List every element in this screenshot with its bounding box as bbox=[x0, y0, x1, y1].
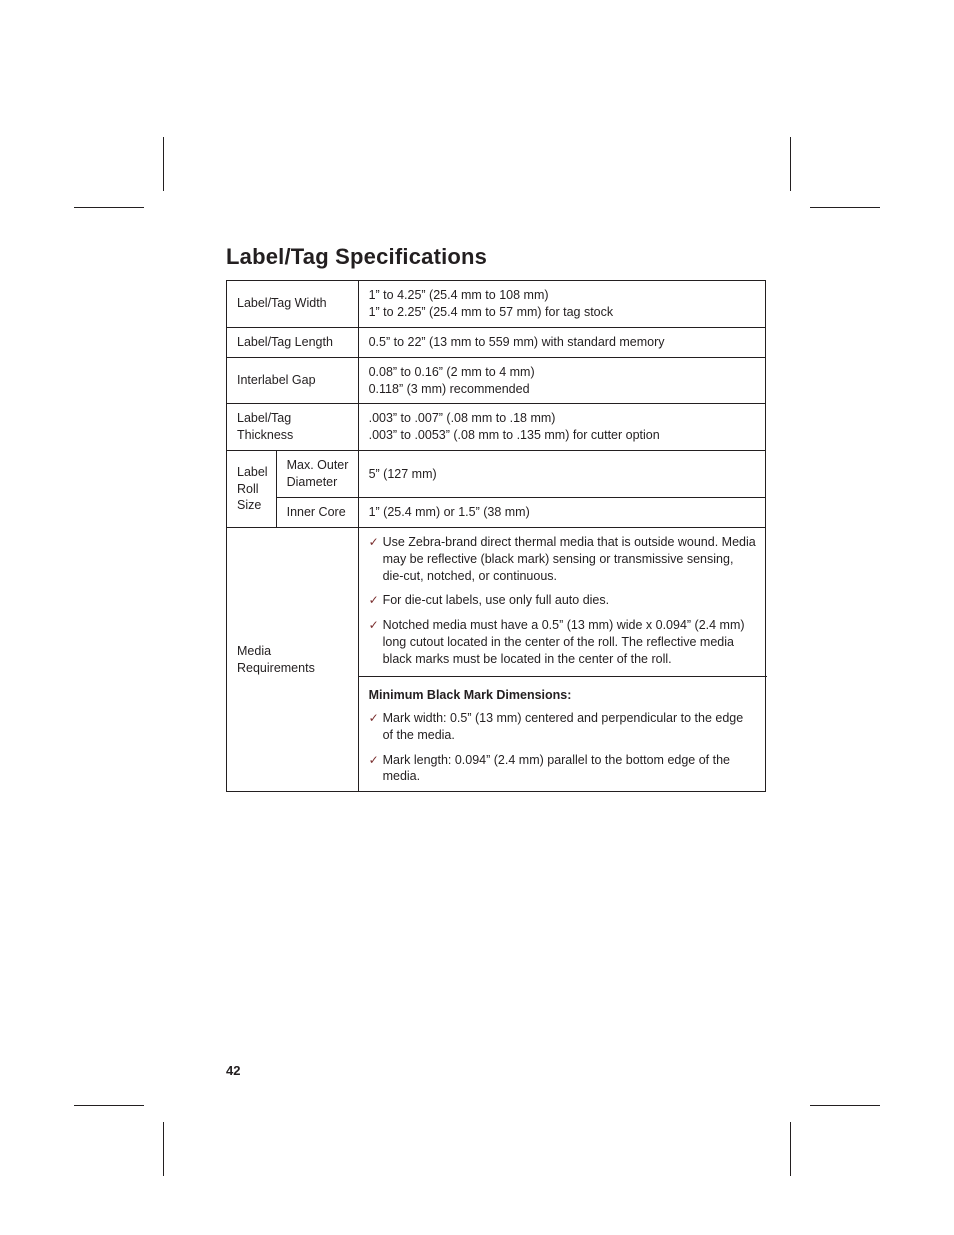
check-item: ✓Use Zebra-brand direct thermal media th… bbox=[369, 534, 757, 585]
check-item: ✓ For die-cut labels, use only full auto … bbox=[369, 592, 757, 609]
spec-value: 5” (127 mm) bbox=[358, 451, 765, 498]
check-icon: ✓ bbox=[369, 534, 379, 550]
page-number: 42 bbox=[226, 1063, 240, 1078]
text-line: Size bbox=[237, 498, 261, 512]
text-line: Diameter bbox=[287, 475, 338, 489]
text-line: Requirements bbox=[237, 661, 315, 675]
text-line: 0.118” (3 mm) recommended bbox=[369, 382, 530, 396]
spec-table: Label/Tag Width 1” to 4.25” (25.4 mm to … bbox=[226, 280, 766, 792]
check-icon: ✓ bbox=[369, 592, 379, 608]
spec-label: Label/Tag Thickness bbox=[227, 404, 359, 451]
table-row: Media Requirements ✓Use Zebra-brand dire… bbox=[227, 527, 766, 792]
page-title: Label/Tag Specifications bbox=[226, 244, 766, 270]
crop-mark bbox=[810, 207, 880, 208]
spec-value: .003” to .007” (.08 mm to .18 mm) .003” … bbox=[358, 404, 765, 451]
spec-label: Media Requirements bbox=[227, 527, 359, 792]
crop-mark bbox=[163, 1122, 164, 1176]
sub-heading: Minimum Black Mark Dimensions: bbox=[369, 687, 757, 704]
check-text: Mark width: 0.5” (13 mm) centered and pe… bbox=[383, 711, 744, 742]
check-text: Mark length: 0.094” (2.4 mm) parallel to… bbox=[383, 753, 730, 784]
spec-sublabel: Inner Core bbox=[276, 497, 358, 527]
spec-value: 1” (25.4 mm) or 1.5” (38 mm) bbox=[358, 497, 765, 527]
check-icon: ✓ bbox=[369, 710, 379, 726]
text-line: Media bbox=[237, 644, 271, 658]
text-line: 1” to 4.25” (25.4 mm to 108 mm) bbox=[369, 288, 549, 302]
check-text: Notched media must have a 0.5” (13 mm) w… bbox=[383, 618, 745, 666]
check-item: ✓Mark width: 0.5” (13 mm) centered and p… bbox=[369, 710, 757, 744]
check-text: Use Zebra-brand direct thermal media tha… bbox=[383, 535, 756, 583]
spec-sublabel: Max. Outer Diameter bbox=[276, 451, 358, 498]
spec-label: Interlabel Gap bbox=[227, 357, 359, 404]
text-line: 1” to 2.25” (25.4 mm to 57 mm) for tag s… bbox=[369, 305, 614, 319]
check-item: ✓Mark length: 0.094” (2.4 mm) parallel t… bbox=[369, 752, 757, 786]
check-list: ✓Use Zebra-brand direct thermal media th… bbox=[369, 534, 757, 668]
check-list: ✓Mark width: 0.5” (13 mm) centered and p… bbox=[369, 710, 757, 786]
table-row: Inner Core 1” (25.4 mm) or 1.5” (38 mm) bbox=[227, 497, 766, 527]
spec-label: Label/Tag Length bbox=[227, 327, 359, 357]
check-icon: ✓ bbox=[369, 752, 379, 768]
crop-mark bbox=[74, 1105, 144, 1106]
text-line: .003” to .0053” (.08 mm to .135 mm) for … bbox=[369, 428, 660, 442]
check-item: ✓Notched media must have a 0.5” (13 mm) … bbox=[369, 617, 757, 668]
table-row: Label/Tag Thickness .003” to .007” (.08 … bbox=[227, 404, 766, 451]
divider bbox=[359, 676, 767, 677]
text-line: .003” to .007” (.08 mm to .18 mm) bbox=[369, 411, 556, 425]
table-row: Label/Tag Width 1” to 4.25” (25.4 mm to … bbox=[227, 281, 766, 328]
spec-value: 0.5” to 22” (13 mm to 559 mm) with stand… bbox=[358, 327, 765, 357]
table-row: Label Roll Size Max. Outer Diameter 5” (… bbox=[227, 451, 766, 498]
text-line: Roll bbox=[237, 482, 259, 496]
spec-value: 1” to 4.25” (25.4 mm to 108 mm) 1” to 2.… bbox=[358, 281, 765, 328]
crop-mark bbox=[810, 1105, 880, 1106]
spec-value: ✓Use Zebra-brand direct thermal media th… bbox=[358, 527, 765, 792]
spec-label-group: Label Roll Size bbox=[227, 451, 277, 528]
page-content: Label/Tag Specifications Label/Tag Width… bbox=[226, 244, 766, 792]
crop-mark bbox=[790, 137, 791, 191]
check-text: For die-cut labels, use only full auto d… bbox=[383, 593, 610, 607]
crop-mark bbox=[74, 207, 144, 208]
text-line: 0.08” to 0.16” (2 mm to 4 mm) bbox=[369, 365, 535, 379]
table-row: Interlabel Gap 0.08” to 0.16” (2 mm to 4… bbox=[227, 357, 766, 404]
crop-mark bbox=[790, 1122, 791, 1176]
table-row: Label/Tag Length 0.5” to 22” (13 mm to 5… bbox=[227, 327, 766, 357]
text-line: Label bbox=[237, 465, 268, 479]
spec-label: Label/Tag Width bbox=[227, 281, 359, 328]
text-line: Max. Outer bbox=[287, 458, 349, 472]
crop-mark bbox=[163, 137, 164, 191]
spec-value: 0.08” to 0.16” (2 mm to 4 mm) 0.118” (3 … bbox=[358, 357, 765, 404]
check-icon: ✓ bbox=[369, 617, 379, 633]
